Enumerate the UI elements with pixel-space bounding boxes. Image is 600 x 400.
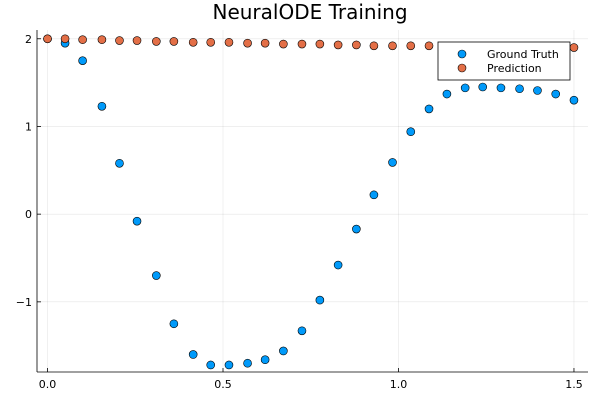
legend-marker-ground-truth bbox=[457, 49, 467, 59]
grid bbox=[37, 30, 588, 372]
y-tick-label: 0 bbox=[25, 208, 32, 221]
ground-truth-point bbox=[188, 350, 198, 359]
legend-marker-prediction bbox=[457, 63, 467, 73]
axes bbox=[36, 30, 588, 373]
ground-truth-point bbox=[206, 360, 216, 370]
chart-title: NeuralODE Training bbox=[212, 0, 407, 24]
prediction-point bbox=[388, 41, 397, 51]
legend-box bbox=[437, 41, 571, 81]
ground-truth-point bbox=[97, 101, 107, 111]
prediction-point bbox=[152, 37, 161, 46]
ground-truth-point bbox=[569, 95, 579, 105]
prediction-point bbox=[569, 43, 579, 52]
ground-truth-point bbox=[424, 104, 434, 114]
x-tick-label: 0.5 bbox=[214, 378, 232, 391]
prediction-point bbox=[132, 36, 142, 45]
prediction-point bbox=[369, 41, 379, 51]
y-tick-label: 1 bbox=[25, 120, 32, 133]
prediction-point bbox=[60, 34, 70, 44]
ground-truth-point bbox=[243, 358, 252, 368]
ground-truth-point bbox=[260, 355, 270, 365]
ground-truth-point bbox=[352, 224, 361, 234]
ground-truth-point bbox=[406, 127, 416, 137]
prediction-point bbox=[97, 35, 107, 44]
prediction-point bbox=[206, 37, 216, 47]
prediction-point bbox=[115, 36, 124, 45]
ground-truth-point bbox=[551, 89, 561, 99]
ground-truth-point bbox=[478, 82, 488, 92]
prediction-point bbox=[352, 40, 361, 50]
ground-truth-point bbox=[115, 158, 124, 168]
x-tick-label: 1.5 bbox=[565, 378, 583, 391]
x-tick-label: 1.0 bbox=[390, 378, 408, 391]
prediction-point bbox=[406, 41, 416, 51]
prediction-point bbox=[424, 41, 434, 51]
ground-truth-point bbox=[169, 319, 179, 329]
ground-truth-point bbox=[279, 346, 288, 356]
ground-truth-point bbox=[224, 360, 234, 370]
prediction-point bbox=[188, 37, 198, 47]
prediction-point bbox=[43, 34, 52, 44]
ground-truth-point bbox=[515, 84, 524, 94]
prediction-point bbox=[243, 38, 252, 48]
prediction-point bbox=[279, 39, 288, 49]
ground-truth-point bbox=[533, 86, 542, 95]
prediction-point bbox=[260, 38, 270, 48]
x-axis-ticks: 0.0 0.5 1.0 1.5 bbox=[39, 368, 583, 391]
ground-truth-point bbox=[297, 326, 307, 336]
prediction-point bbox=[169, 37, 179, 46]
legend-label-prediction: Prediction bbox=[487, 62, 542, 75]
ground-truth-point bbox=[315, 295, 325, 305]
prediction-point bbox=[224, 37, 234, 47]
prediction-point bbox=[333, 40, 343, 50]
ground-truth-point bbox=[388, 158, 397, 167]
ground-truth-point bbox=[152, 271, 161, 280]
prediction-point bbox=[78, 35, 87, 44]
ground-truth-point bbox=[333, 260, 343, 270]
ground-truth-point bbox=[78, 56, 87, 65]
x-tick-label: 0.0 bbox=[39, 378, 57, 391]
ground-truth-point bbox=[369, 190, 379, 200]
y-tick-label: 2 bbox=[25, 33, 32, 46]
y-tick-label: −1 bbox=[16, 296, 32, 309]
data-points bbox=[43, 34, 579, 370]
prediction-point bbox=[297, 39, 307, 49]
ground-truth-point bbox=[442, 89, 452, 99]
y-axis-ticks: −1 0 1 2 bbox=[16, 33, 41, 309]
prediction-point bbox=[315, 39, 325, 49]
ground-truth-point bbox=[132, 216, 142, 226]
ground-truth-point bbox=[460, 83, 470, 93]
ground-truth-point bbox=[496, 83, 506, 93]
legend-label-ground-truth: Ground Truth bbox=[487, 48, 559, 61]
